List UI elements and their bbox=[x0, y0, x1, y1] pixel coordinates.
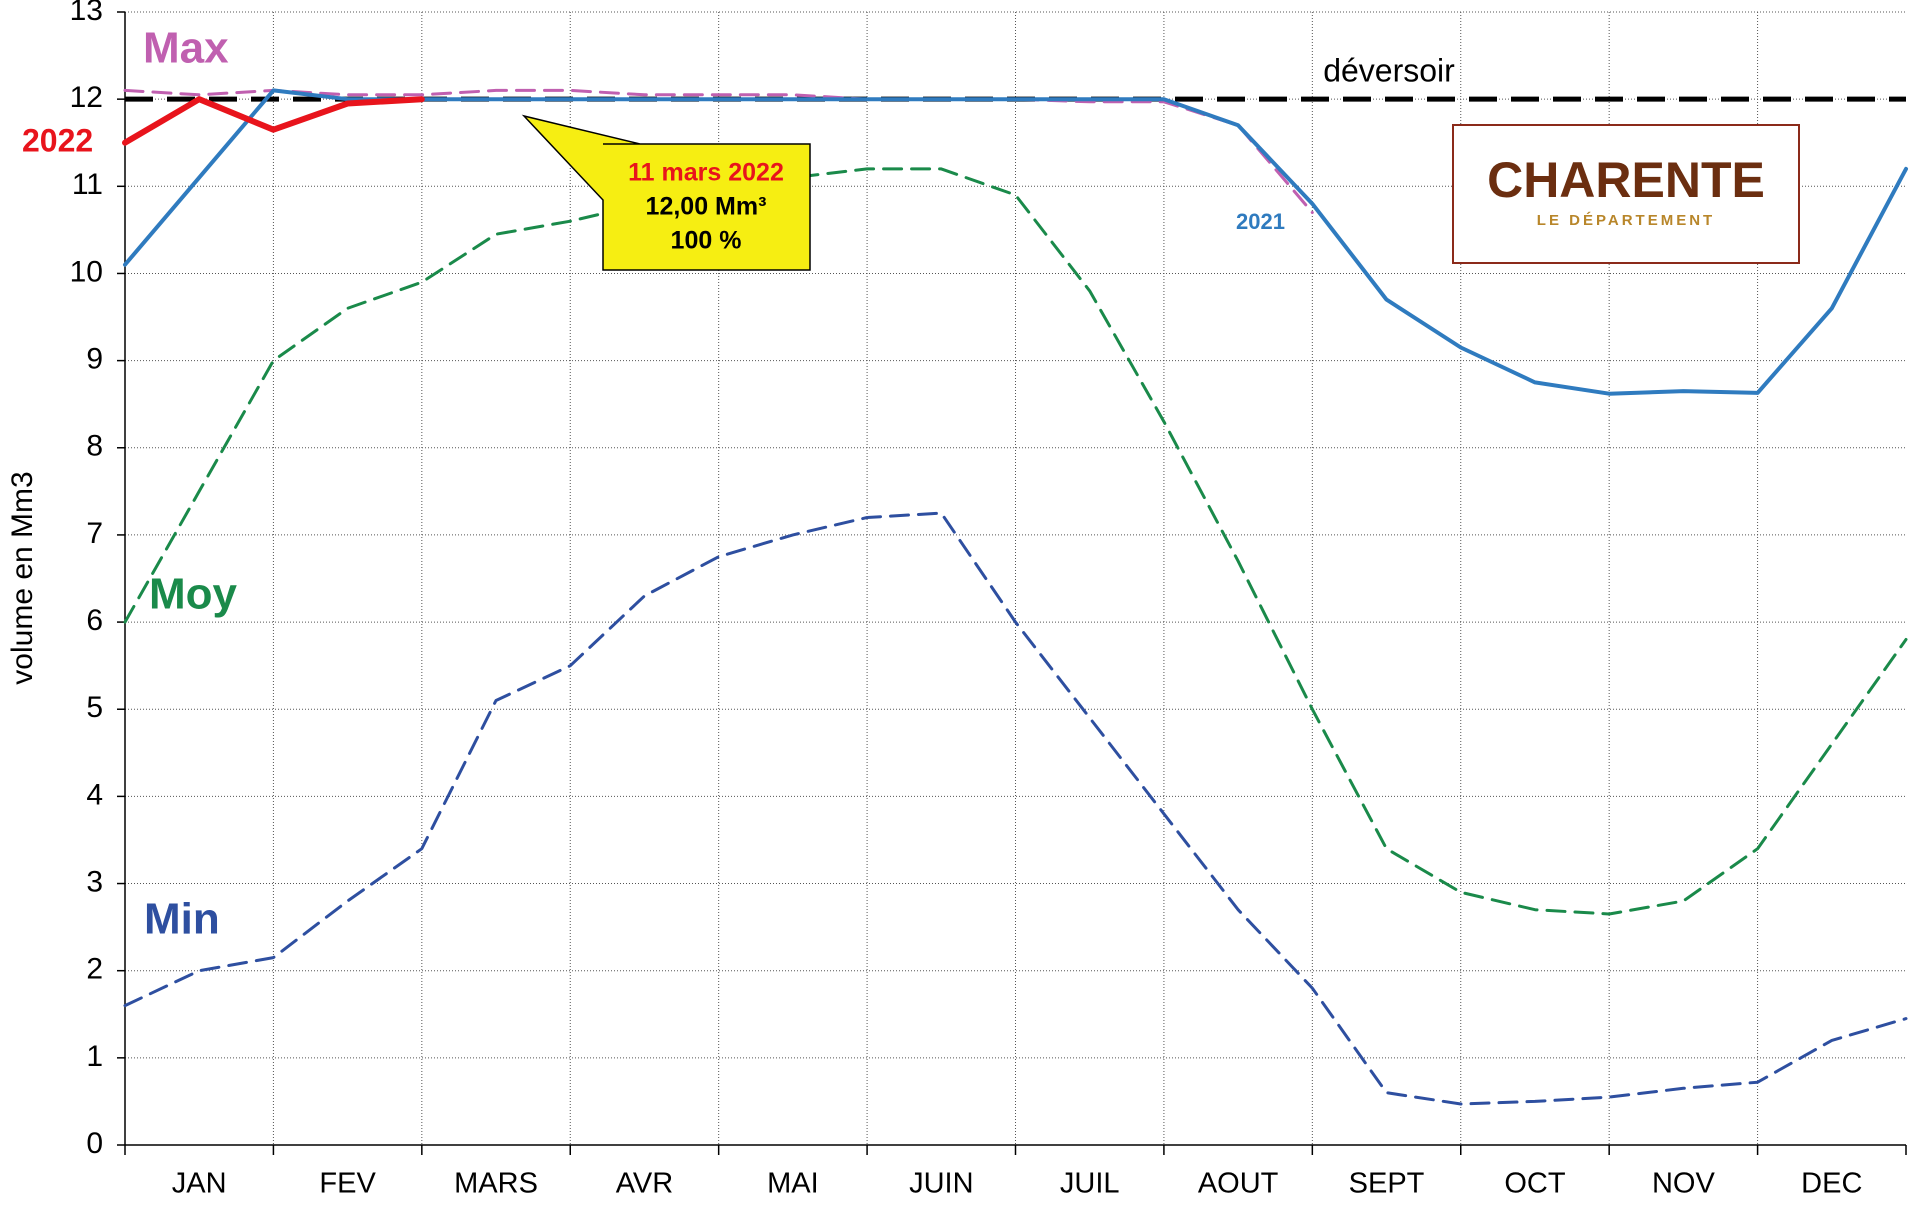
series-line bbox=[123, 88, 1314, 214]
series-label: 2022 bbox=[22, 122, 93, 158]
x-tick-label: MAI bbox=[767, 1168, 819, 1200]
logo-title: CHARENTE bbox=[1487, 152, 1765, 208]
x-tick-label: MARS bbox=[454, 1168, 538, 1200]
x-tick-label: JUIL bbox=[1060, 1168, 1120, 1200]
y-tick-label: 2 bbox=[86, 953, 103, 986]
y-tick-label: 12 bbox=[70, 81, 103, 114]
x-tick-label: DEC bbox=[1801, 1168, 1862, 1200]
x-tick-label: FEV bbox=[319, 1168, 376, 1200]
y-tick-label: 8 bbox=[86, 430, 103, 463]
callout bbox=[521, 114, 811, 271]
series-label: Max bbox=[143, 24, 229, 73]
series-label: Moy bbox=[149, 570, 238, 619]
logo-subtitle: LE DÉPARTEMENT bbox=[1537, 212, 1715, 229]
y-tick-label: 4 bbox=[86, 778, 103, 811]
y-tick-label: 3 bbox=[86, 865, 103, 898]
logo-box bbox=[1452, 124, 1800, 264]
y-tick-label: 0 bbox=[86, 1127, 103, 1160]
callout-date: 11 mars 2022 bbox=[628, 159, 784, 187]
x-tick-label: AOUT bbox=[1198, 1168, 1279, 1200]
x-tick-label: OCT bbox=[1504, 1168, 1566, 1200]
x-tick-label: JAN bbox=[172, 1168, 227, 1200]
y-tick-label: 13 bbox=[70, 0, 103, 27]
series-line bbox=[123, 511, 1908, 1106]
y-tick-label: 7 bbox=[86, 517, 103, 550]
y-tick-label: 11 bbox=[72, 168, 103, 201]
series-label: Min bbox=[144, 895, 220, 944]
series-line bbox=[122, 96, 425, 146]
y-tick-label: 6 bbox=[86, 604, 103, 637]
series-line bbox=[123, 167, 1908, 916]
series-label: 2021 bbox=[1236, 209, 1285, 234]
y-tick-label: 9 bbox=[86, 343, 103, 376]
y-tick-label: 5 bbox=[86, 691, 103, 724]
logo: CHARENTE LE DÉPARTEMENT bbox=[1452, 124, 1800, 264]
x-tick-label: NOV bbox=[1652, 1168, 1716, 1200]
y-tick-label: 10 bbox=[70, 255, 103, 288]
callout-percent: 100 % bbox=[671, 227, 742, 255]
threshold-label: déversoir bbox=[1323, 52, 1455, 88]
x-tick-label: AVR bbox=[616, 1168, 673, 1200]
y-axis-label: volume en Mm3 bbox=[6, 471, 39, 684]
x-tick-label: JUIN bbox=[909, 1168, 973, 1200]
y-tick-label: 1 bbox=[86, 1040, 103, 1073]
x-tick-label: SEPT bbox=[1349, 1168, 1425, 1200]
callout-volume: 12,00 Mm³ bbox=[646, 193, 767, 221]
